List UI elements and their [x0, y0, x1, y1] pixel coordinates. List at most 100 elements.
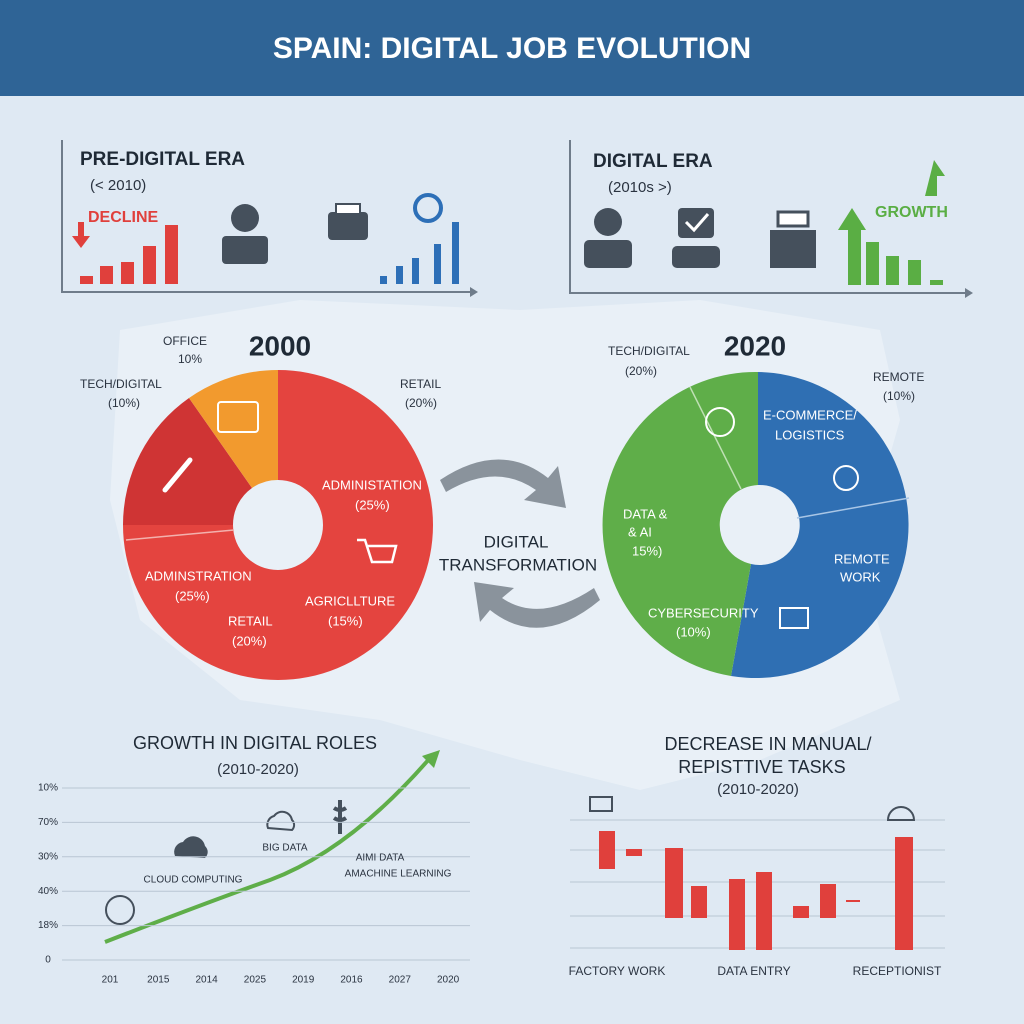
- typewriter-icon: [335, 203, 361, 215]
- x-axis-label: 2014: [195, 975, 218, 986]
- satellite-icon: [105, 895, 135, 925]
- bar: [412, 258, 419, 284]
- decrease-chart: DECREASE IN MANUAL/ REPISTTIVE TASKS (20…: [569, 734, 945, 978]
- x-axis-label: 2019: [292, 975, 315, 986]
- bar: [908, 260, 921, 285]
- x-axis-label: 2015: [147, 975, 170, 986]
- x-axis-label: 2027: [389, 975, 412, 986]
- y-axis-label: 18%: [38, 920, 58, 931]
- slice-label: TECH/DIGITAL: [608, 344, 690, 358]
- slice-label: ADMINISTATION: [322, 477, 422, 492]
- bar: [895, 837, 913, 950]
- check-icon: [684, 213, 710, 233]
- divider: [689, 386, 742, 490]
- slice-label: (10%): [676, 624, 711, 639]
- x-axis-label: 201: [102, 975, 119, 986]
- laptop-icon: [779, 607, 809, 629]
- bar: [930, 280, 943, 285]
- register-icon: [776, 210, 810, 228]
- center-label: TRANSFORMATION: [439, 555, 597, 574]
- y-axis-label: 10%: [38, 783, 58, 794]
- bar: [793, 906, 809, 918]
- slice-label: (25%): [355, 497, 390, 512]
- category-label: RECEPTIONIST: [853, 964, 942, 978]
- truck-icon: [589, 796, 613, 812]
- chart-title: DECREASE IN MANUAL/: [664, 734, 871, 754]
- transform-arrow: [474, 582, 600, 628]
- wheat-icon: [332, 800, 348, 834]
- worker-icon: [231, 204, 259, 232]
- businessman-icon: [594, 208, 622, 236]
- bar: [848, 225, 861, 285]
- bar: [165, 225, 178, 284]
- annotation: CLOUD COMPUTING: [144, 875, 243, 886]
- register-icon: [770, 230, 816, 268]
- annotation: AMACHINE LEARNING: [345, 869, 452, 880]
- typewriter-icon: [328, 212, 368, 240]
- bar: [143, 246, 156, 284]
- bar: [396, 266, 403, 284]
- trend-label: GROWTH: [875, 204, 948, 221]
- growth-chart: GROWTH IN DIGITAL ROLES (2010-2020) 10% 7…: [38, 733, 470, 986]
- chart-subtitle: (2010-2020): [717, 781, 799, 798]
- slice-label: RETAIL: [228, 613, 273, 628]
- bar: [626, 849, 642, 856]
- bar: [599, 831, 615, 869]
- page-title: SPAIN: DIGITAL JOB EVOLUTION: [273, 32, 751, 65]
- axis: [61, 140, 470, 293]
- gear-icon: [833, 465, 859, 491]
- folder-icon: [217, 401, 259, 433]
- trend-label: DECLINE: [88, 209, 159, 226]
- slice-label: (15%): [328, 613, 363, 628]
- growth-arrow: [925, 160, 945, 196]
- panel-subtitle: (2010s >): [608, 179, 672, 196]
- slice-label: REMOTE: [834, 551, 890, 566]
- brain-icon: [705, 407, 735, 437]
- slice-label: OFFICE: [163, 334, 207, 348]
- pie-slice: [602, 371, 758, 676]
- slice-label: & AI: [628, 524, 652, 539]
- growth-arrow: [838, 208, 866, 230]
- slice-label: (10%): [883, 389, 915, 403]
- bar: [729, 879, 745, 950]
- panel-title: DIGITAL ERA: [593, 151, 713, 172]
- decline-arrow: [72, 222, 90, 248]
- pre-digital-panel: PRE-DIGITAL ERA (< 2010) DECLINE: [61, 140, 478, 297]
- pie-year: 2020: [724, 330, 786, 361]
- pie-year: 2000: [249, 330, 311, 361]
- businessman-icon: [584, 240, 632, 268]
- slice-label: LOGISTICS: [775, 427, 845, 442]
- divider: [125, 529, 235, 541]
- refresh-icon: [413, 193, 443, 223]
- slice-label: AGRICLLTURE: [305, 593, 395, 608]
- slice-label: 10%: [178, 352, 202, 366]
- slice-label: (20%): [232, 633, 267, 648]
- slice-label: (20%): [405, 396, 437, 410]
- center-label: DIGITAL: [484, 532, 549, 551]
- slice-label: ADMINSTRATION: [145, 568, 252, 583]
- y-axis-label: 30%: [38, 851, 58, 862]
- slice-label: (20%): [625, 364, 657, 378]
- bar: [380, 276, 387, 284]
- bar: [665, 848, 683, 918]
- bar: [820, 884, 836, 918]
- bar: [846, 900, 860, 902]
- slice-label: (25%): [175, 588, 210, 603]
- pie-slice: [189, 369, 278, 488]
- pie-slice: [731, 372, 909, 678]
- bar: [434, 244, 441, 284]
- y-axis-label: 70%: [38, 817, 58, 828]
- bar: [100, 266, 113, 284]
- chart-subtitle: (2010-2020): [217, 761, 299, 778]
- cart-icon: [357, 538, 398, 564]
- wrench-icon: [162, 457, 193, 493]
- panel-subtitle: (< 2010): [90, 177, 146, 194]
- category-label: DATA ENTRY: [717, 964, 790, 978]
- pie-2020: 2020 TECH/DIGITAL (20%) REMOTE (10%) E-C…: [602, 330, 924, 678]
- axis: [569, 140, 965, 294]
- helmet-icon: [886, 806, 916, 821]
- header-bar: [0, 0, 1024, 96]
- slice-label: WORK: [840, 569, 881, 584]
- annotation: AIMI DATA: [356, 853, 405, 864]
- category-label: FACTORY WORK: [569, 964, 666, 978]
